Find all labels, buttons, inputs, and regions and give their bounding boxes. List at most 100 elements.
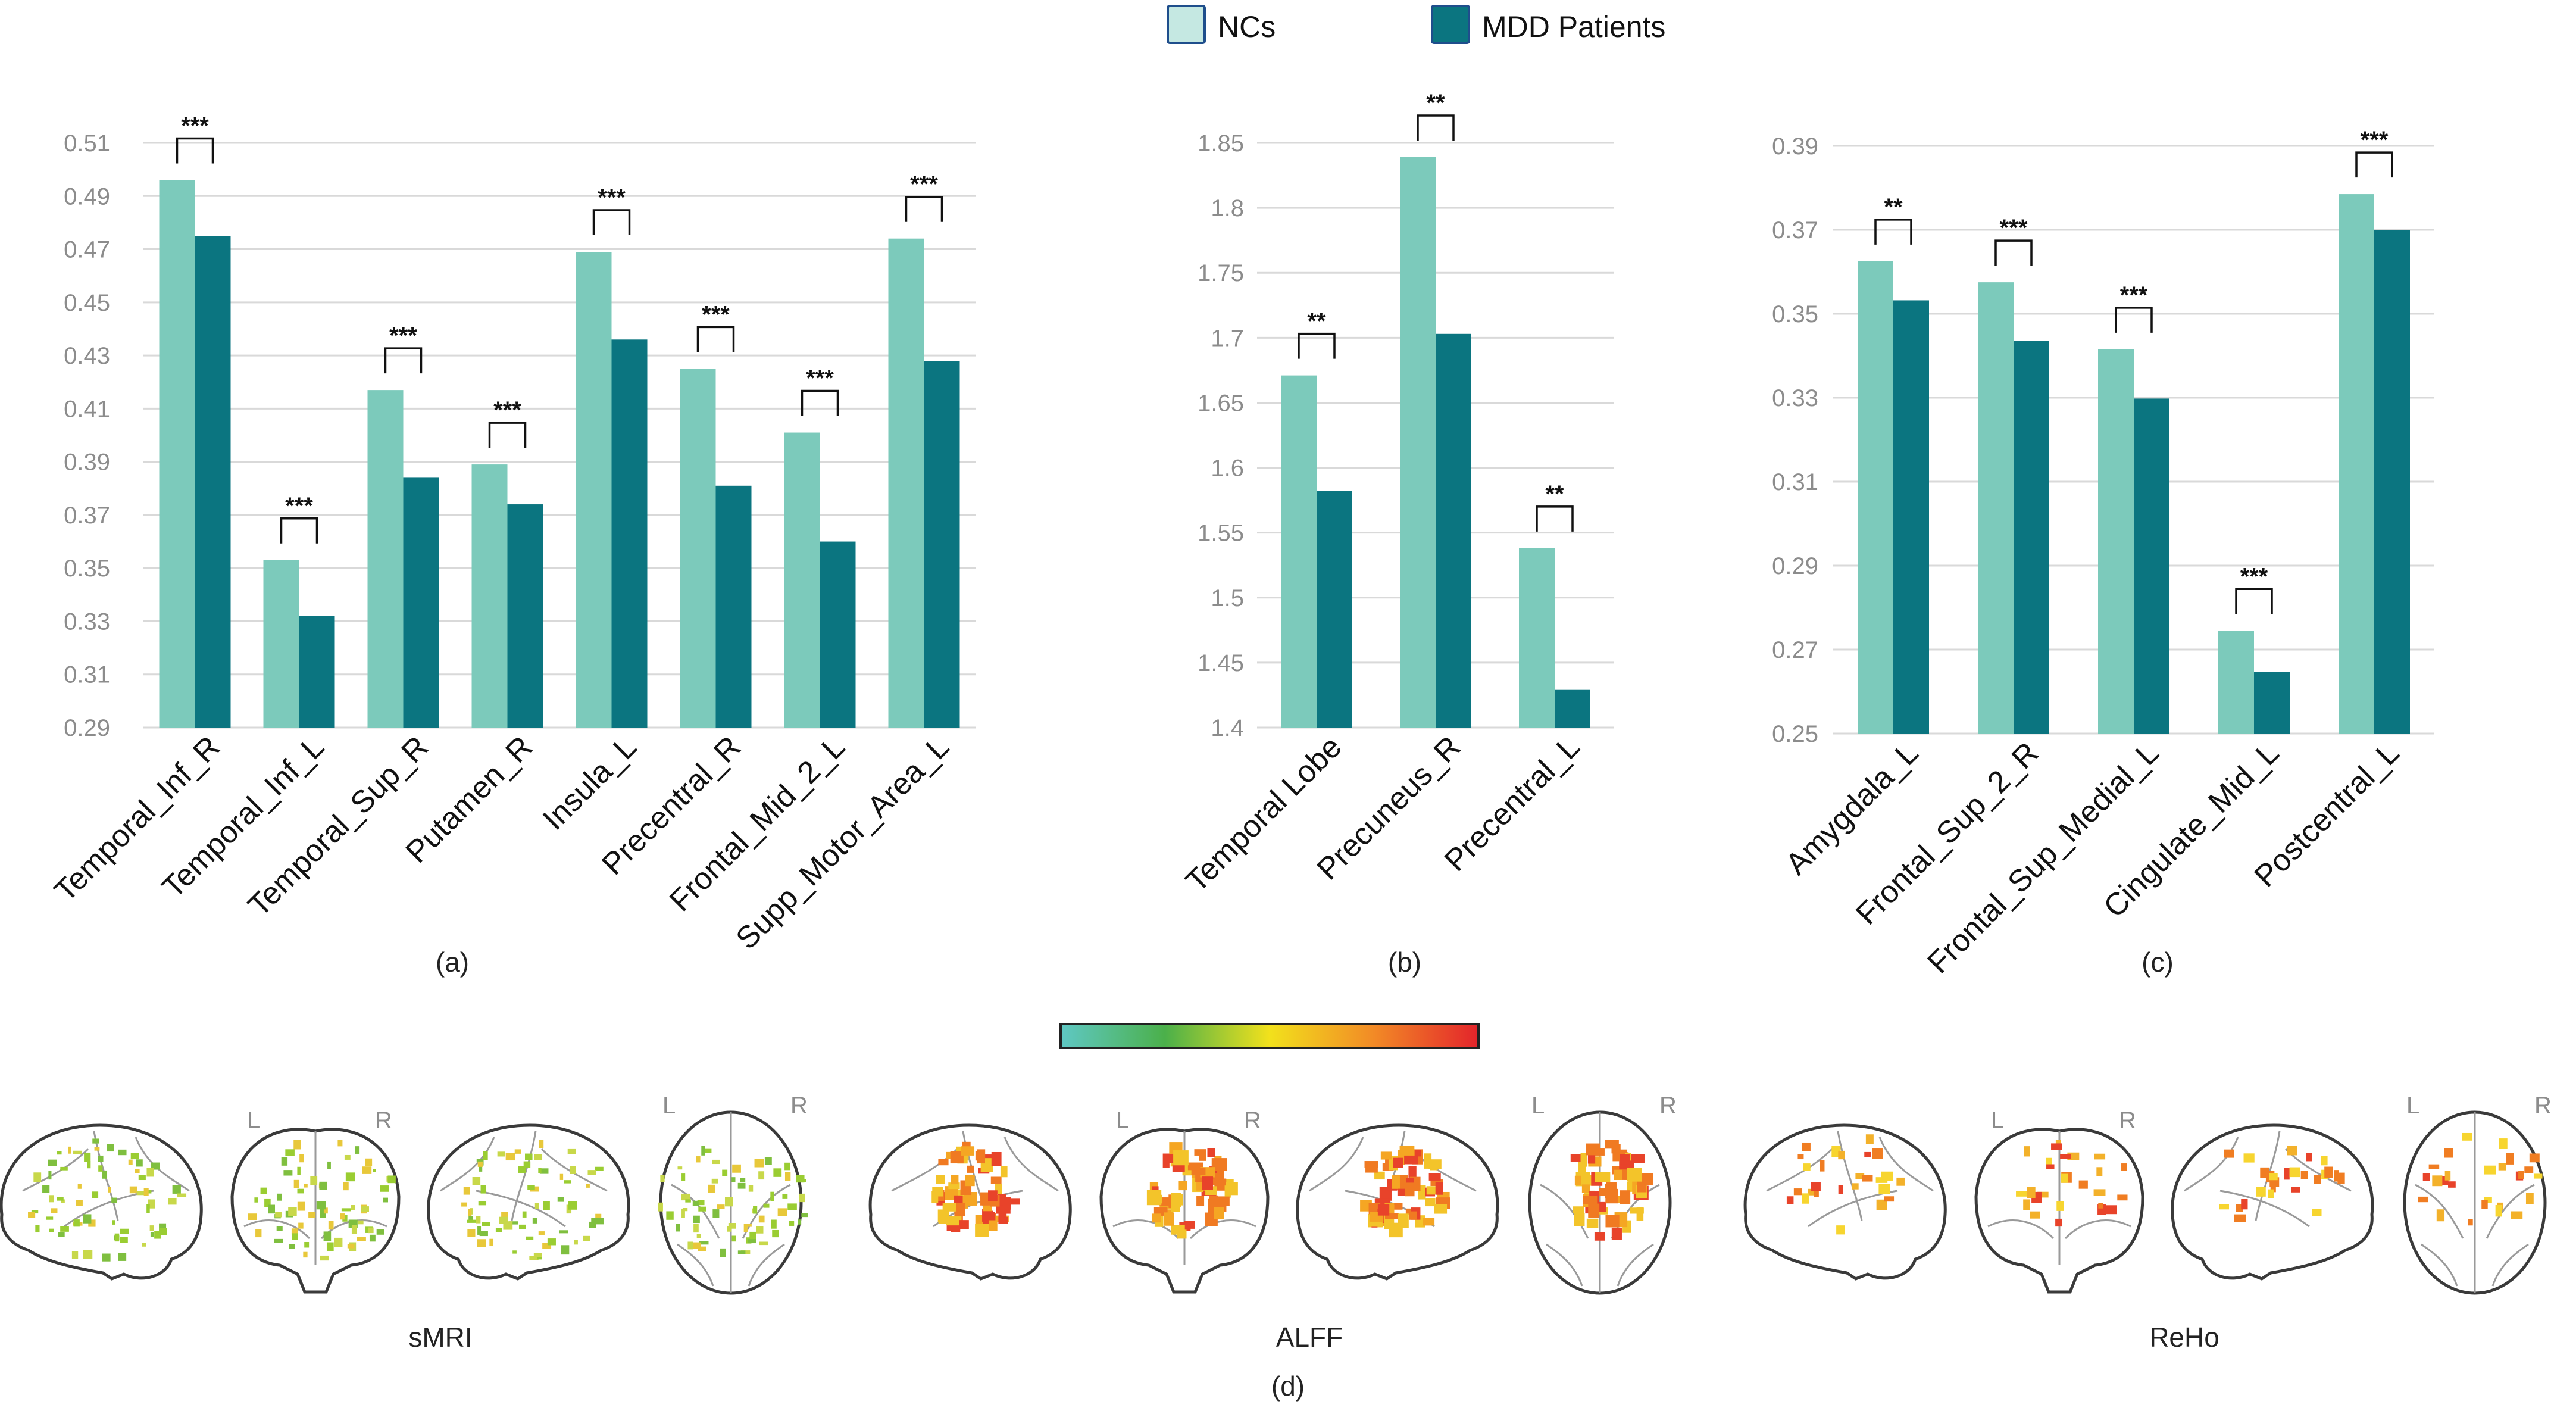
activation-blob: [2056, 1201, 2064, 1211]
bar-mdd: [820, 541, 856, 728]
activation-blob: [2270, 1181, 2276, 1193]
activation-blob: [1595, 1172, 1611, 1182]
activation-blob: [2234, 1214, 2246, 1222]
y-tick-label: 0.35: [1772, 301, 1818, 327]
activation-blob: [693, 1215, 700, 1224]
orientation-label-left: L: [1991, 1107, 2004, 1134]
activation-blob: [708, 1184, 715, 1193]
activation-blob: [956, 1203, 965, 1216]
activation-blob: [467, 1229, 476, 1237]
bar-mdd: [611, 339, 648, 728]
significance-label: ***: [2361, 127, 2389, 153]
activation-blob: [1599, 1188, 1608, 1197]
activation-blob: [2105, 1205, 2117, 1215]
activation-blob: [136, 1191, 145, 1196]
activation-blob: [148, 1190, 152, 1194]
activation-blob: [292, 1233, 298, 1240]
activation-blob: [489, 1238, 494, 1247]
activation-blob: [942, 1203, 956, 1212]
activation-blob: [561, 1245, 570, 1255]
activation-blob: [1814, 1190, 1819, 1197]
y-tick-label: 0.51: [64, 130, 110, 157]
significance-bracket: [2235, 588, 2273, 614]
activation-blob: [574, 1239, 578, 1245]
activation-blob: [1423, 1218, 1435, 1226]
activation-blob: [2444, 1148, 2453, 1158]
activation-blob: [472, 1177, 481, 1185]
activation-blob: [149, 1225, 154, 1231]
activation-blob: [931, 1191, 939, 1203]
activation-blob: [71, 1251, 79, 1259]
activation-blob: [731, 1177, 736, 1182]
activation-blob: [1398, 1213, 1409, 1228]
activation-blob: [1583, 1196, 1598, 1204]
activation-blob: [777, 1208, 787, 1216]
activation-blob: [1374, 1171, 1385, 1180]
activation-blob: [1570, 1154, 1583, 1162]
bar-mdd: [299, 616, 335, 728]
activation-blob: [168, 1198, 177, 1205]
activation-blob: [467, 1219, 476, 1223]
activation-blob: [476, 1159, 484, 1163]
activation-blob: [2037, 1191, 2049, 1198]
activation-blob: [2432, 1175, 2443, 1187]
significance-bracket: [801, 389, 839, 416]
activation-blob: [340, 1213, 345, 1220]
activation-blob: [369, 1234, 376, 1242]
activation-blob: [1838, 1150, 1845, 1160]
y-tick-label: 0.25: [1772, 721, 1818, 747]
activation-blob: [260, 1187, 267, 1194]
activation-blob: [387, 1175, 396, 1184]
activation-blob: [281, 1157, 288, 1166]
activation-blob: [701, 1146, 705, 1156]
y-tick-label: 1.7: [1211, 325, 1244, 351]
activation-blob: [1605, 1215, 1620, 1228]
activation-blob: [479, 1166, 483, 1172]
activation-blob: [150, 1232, 154, 1237]
activation-blob: [291, 1228, 298, 1235]
bar-mdd: [507, 504, 543, 728]
activation-blob: [982, 1210, 993, 1221]
activation-blob: [683, 1208, 688, 1212]
activation-blob: [2061, 1173, 2068, 1183]
activation-blob: [2306, 1153, 2312, 1162]
bar-nc: [1858, 261, 1893, 734]
activation-blob: [772, 1229, 779, 1238]
activation-blob: [297, 1188, 304, 1194]
activation-blob: [304, 1241, 310, 1248]
activation-blob: [704, 1148, 712, 1153]
activation-blob: [518, 1166, 526, 1173]
y-tick-label: 0.35: [64, 555, 110, 582]
activation-blob: [1811, 1182, 1821, 1191]
activation-blob: [308, 1212, 316, 1219]
activation-blob: [523, 1161, 531, 1168]
orientation-label-right: R: [2534, 1093, 2552, 1119]
activation-blob: [1797, 1154, 1804, 1160]
activation-blob: [1399, 1146, 1415, 1157]
activation-blob: [2418, 1196, 2428, 1203]
activation-blob: [538, 1168, 542, 1173]
activation-blob: [57, 1197, 64, 1201]
activation-blob: [357, 1237, 366, 1241]
activation-blob: [477, 1239, 486, 1247]
activation-blob: [478, 1201, 487, 1206]
activation-blob: [756, 1226, 764, 1234]
activation-blob: [2462, 1132, 2472, 1141]
significance-label: ***: [285, 493, 313, 519]
activation-blob: [1580, 1153, 1588, 1167]
significance-bracket: [592, 209, 631, 236]
chart-panel-a: 0.51 0.49 0.47 0.45 0.43 0.41 0.39 0.37 0.35 0.33…: [48, 113, 976, 978]
activation-blob: [1605, 1140, 1619, 1149]
activation-blob: [344, 1154, 351, 1160]
activation-blob: [162, 1228, 167, 1234]
activation-blob: [2289, 1167, 2300, 1178]
activation-blob: [323, 1207, 328, 1214]
activation-blob: [1786, 1196, 1794, 1204]
activation-blob: [685, 1199, 691, 1203]
y-tick-label: 0.43: [64, 343, 110, 369]
activation-blob: [699, 1241, 709, 1245]
activation-blob: [76, 1200, 83, 1206]
y-tick-label: 1.4: [1211, 715, 1244, 741]
activation-blob: [2524, 1166, 2534, 1173]
